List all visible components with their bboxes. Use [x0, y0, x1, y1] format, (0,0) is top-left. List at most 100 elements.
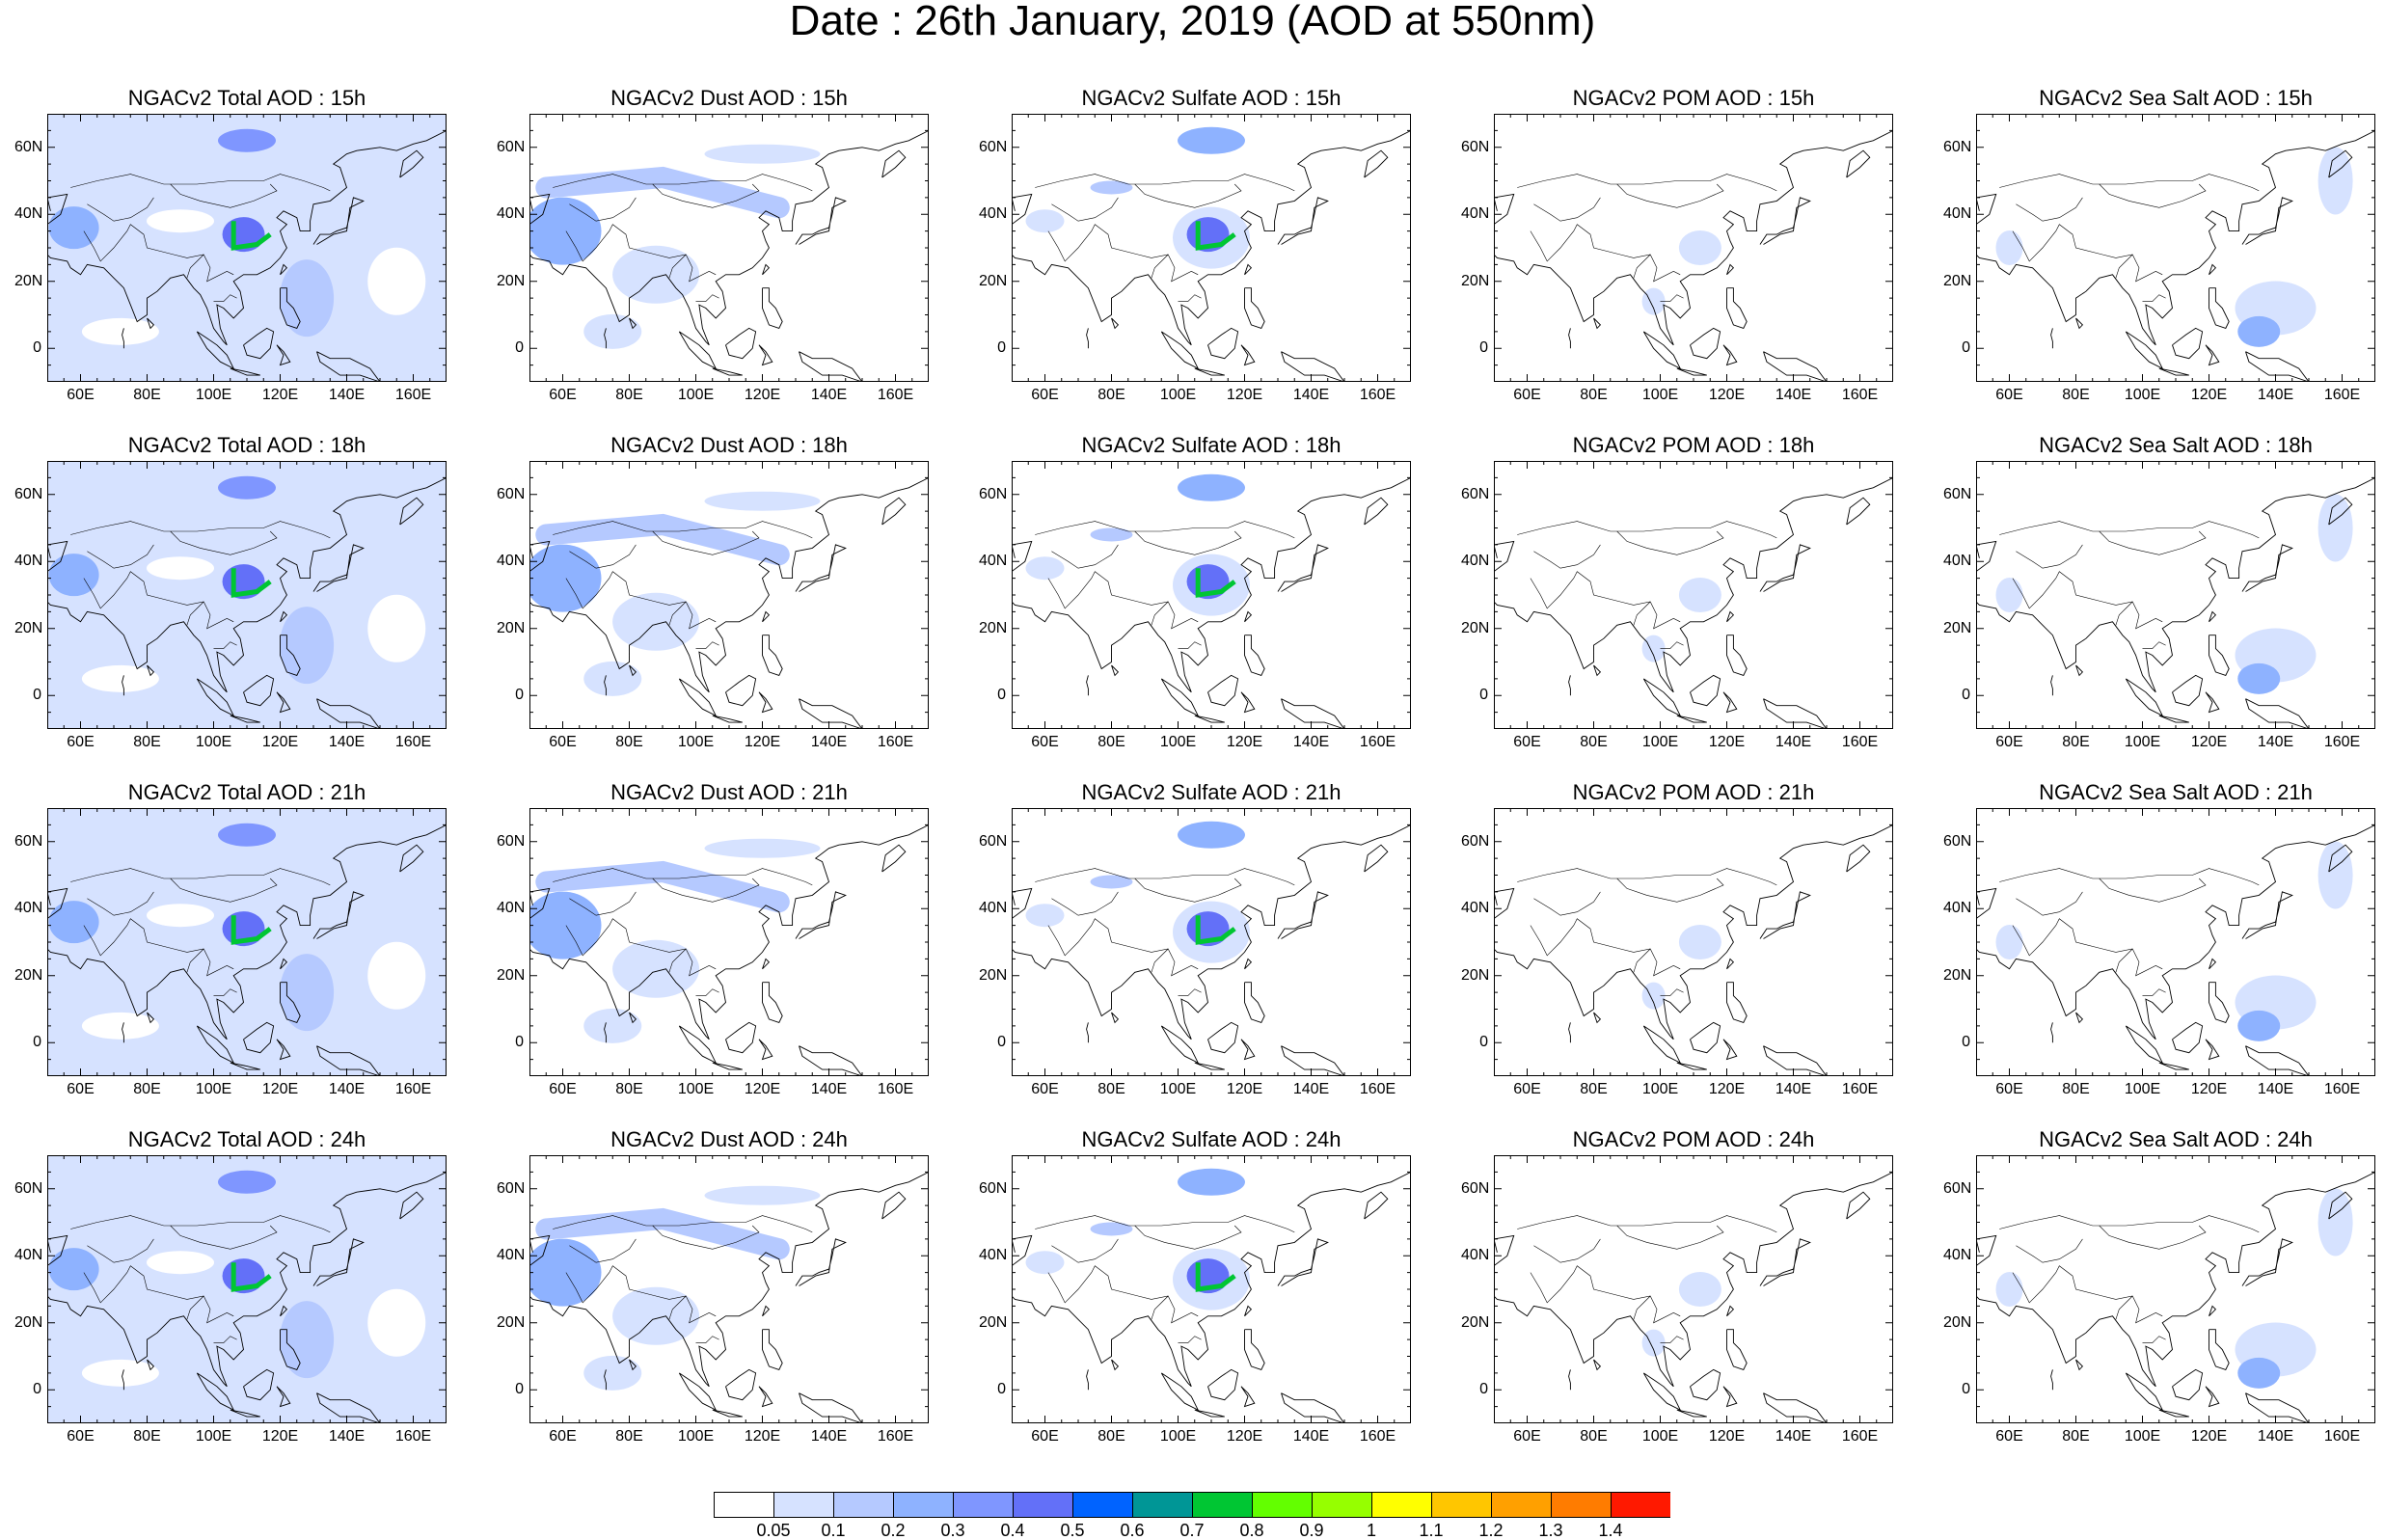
country-border [565, 918, 717, 977]
lon-tick-label: 80E [1098, 734, 1125, 750]
panel-title: NGACv2 Sulfate AOD : 21h [1081, 780, 1342, 804]
coastline [678, 331, 718, 370]
aod-field-patch [81, 1012, 159, 1040]
coastline [2172, 674, 2204, 707]
aod-field-patch [147, 904, 214, 928]
coastline [2328, 1191, 2353, 1220]
lon-tick-label: 120E [744, 1081, 781, 1097]
coastline [1012, 193, 1033, 226]
coastline [758, 1386, 773, 1408]
coastline [2209, 635, 2230, 676]
aod-map [1012, 114, 1411, 382]
coastline [1494, 1171, 1893, 1388]
coastline [758, 691, 773, 714]
country-border [1530, 224, 1681, 283]
coastline [2241, 544, 2293, 592]
lon-tick-label: 120E [2190, 387, 2228, 403]
lon-tick-label: 100E [2124, 1081, 2161, 1097]
lon-tick-label: 80E [2062, 1428, 2090, 1445]
lon-tick-label: 120E [744, 387, 781, 403]
coastline [1726, 1305, 1735, 1317]
coastline [147, 317, 155, 330]
lon-tick-label: 100E [1159, 1428, 1197, 1445]
country-border [695, 988, 719, 996]
lat-tick-label: 40N [497, 553, 526, 570]
coastline [280, 1305, 288, 1317]
coastline [712, 1062, 743, 1070]
lon-tick-label: 140E [1775, 387, 1812, 403]
country-border [1051, 891, 1119, 916]
country-border [1178, 1336, 1202, 1343]
map-panel: NGACv2 Dust AOD : 24h 60N 40N 20N 0 60E 80E 100… [497, 1128, 950, 1461]
aod-field-patch [2237, 315, 2281, 347]
coastline [1722, 344, 1738, 366]
aod-field-patch [1090, 527, 1133, 542]
colorbar-swatch [1252, 1492, 1313, 1518]
country-border [2142, 988, 2166, 996]
coastline [122, 675, 124, 696]
country-border [1035, 1215, 1295, 1233]
country-border [1999, 868, 2260, 886]
coastline [399, 1191, 424, 1220]
country-border [2012, 224, 2163, 283]
country-border [553, 868, 813, 886]
lat-tick-label: 20N [1461, 272, 1490, 289]
coastline [762, 287, 783, 329]
coastline [758, 344, 773, 366]
coastline [1244, 635, 1265, 676]
coastline [1194, 1409, 1225, 1418]
lat-tick-label: 20N [14, 619, 43, 636]
coastline [795, 197, 847, 245]
colorbar-swatch [1611, 1492, 1670, 1518]
coastline [2328, 149, 2353, 178]
aod-field-band [535, 513, 790, 566]
lat-tick-label: 60N [14, 1179, 43, 1197]
panel-title: NGACv2 Dust AOD : 24h [610, 1127, 848, 1151]
coastline [2209, 1329, 2230, 1370]
lon-tick-label: 100E [1641, 734, 1679, 750]
lon-tick-label: 140E [1292, 1081, 1330, 1097]
coastline [2245, 1045, 2310, 1076]
country-border [1633, 601, 1651, 626]
lat-tick-label: 40N [1943, 553, 1972, 570]
lon-tick-label: 100E [2124, 387, 2161, 403]
lon-tick-label: 160E [394, 734, 432, 750]
country-border [186, 1295, 204, 1320]
aod-field-patch [367, 941, 426, 1010]
coastline [1690, 674, 1721, 707]
coastline [1642, 678, 1682, 717]
coastline [2125, 331, 2164, 370]
lon-tick-label: 60E [1995, 734, 2023, 750]
country-border [2012, 571, 2163, 630]
map-frame [1494, 1155, 1893, 1423]
lat-tick-label: 40N [14, 900, 43, 917]
coastline [1240, 344, 1256, 366]
coastline [1726, 635, 1748, 676]
country-border [1633, 254, 1651, 279]
coastline [230, 715, 260, 723]
country-border [2099, 183, 2207, 208]
aod-field-patch [280, 259, 335, 338]
coastline [2241, 891, 2293, 939]
country-border [1178, 988, 1202, 996]
lon-tick-label: 80E [1580, 1081, 1608, 1097]
lat-tick-label: 40N [1461, 900, 1490, 917]
lon-tick-label: 60E [67, 387, 95, 403]
coastline [1722, 691, 1738, 714]
country-border [1151, 254, 1169, 279]
aod-field-patch [147, 209, 214, 233]
lat-tick-label: 20N [14, 272, 43, 289]
aod-field-patch [1678, 1272, 1721, 1307]
lon-tick-label: 140E [328, 734, 366, 750]
aod-field-patch [2317, 1188, 2353, 1256]
lon-tick-label: 60E [1031, 734, 1059, 750]
coastline [276, 691, 291, 714]
country-border [170, 878, 278, 903]
lon-tick-label: 80E [1098, 1428, 1125, 1445]
country-border [695, 294, 719, 302]
country-border [1178, 294, 1202, 302]
coastline [2245, 1392, 2310, 1423]
coastline [280, 610, 288, 623]
lat-tick-label: 0 [1479, 339, 1488, 357]
coastline [529, 1171, 929, 1388]
